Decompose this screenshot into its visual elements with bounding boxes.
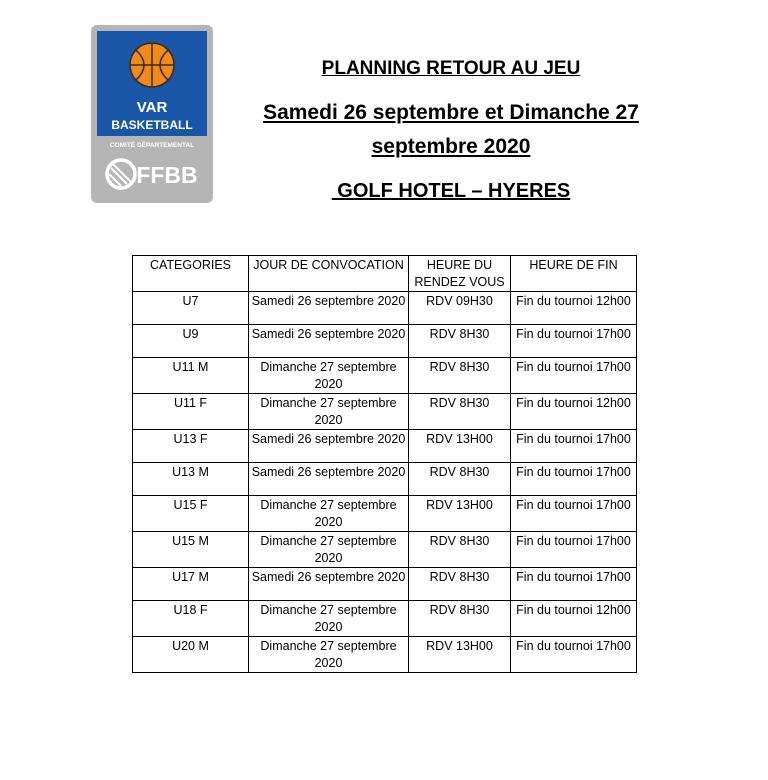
table-cell: Samedi 26 septembre 2020 (248, 567, 409, 601)
table-row: U11 F Dimanche 27 septembre 2020 RDV 8H30 F… (132, 393, 637, 430)
table-cell: U15 M (132, 531, 249, 568)
table-cell: U11 M (132, 357, 249, 394)
table-cell: RDV 8H30 (408, 567, 511, 601)
table-cell: Fin du tournoi 17h00 (510, 531, 637, 568)
subtitle-line: septembre 2020 (371, 135, 531, 158)
table-row: U15 F Dimanche 27 septembre 2020 RDV 13H00… (132, 495, 637, 532)
table-cell: Fin du tournoi 12h00 (510, 600, 637, 637)
table-cell: Fin du tournoi 12h00 (510, 291, 637, 325)
location: GOLF HOTEL – HYERES (331, 180, 571, 202)
table-cell: Fin du tournoi 17h00 (510, 567, 637, 601)
table-row: U17 M Samedi 26 septembre 2020 RDV 8H30 Fin… (132, 567, 637, 601)
table-cell: Dimanche 27 septembre 2020 (248, 495, 409, 532)
table-cell: U17 M (132, 567, 249, 601)
table-cell: RDV 13H00 (408, 495, 511, 532)
column-header: HEURE DE FIN (510, 255, 637, 292)
column-header: JOUR DE CONVOCATION (248, 255, 409, 292)
title-block: PLANNING RETOUR AU JEU Samedi 26 septemb… (240, 56, 662, 204)
table-cell: RDV 13H00 (408, 636, 511, 673)
logo-text: BASKETBALL (111, 118, 192, 132)
schedule-table: CATEGORIES JOUR DE CONVOCATION HEURE DU RE… (132, 255, 637, 673)
table-cell: U9 (132, 324, 249, 358)
table-row: U9 Samedi 26 septembre 2020 RDV 8H30 Fin du… (132, 324, 637, 358)
table-cell: Fin du tournoi 17h00 (510, 357, 637, 394)
table-cell: Fin du tournoi 17h00 (510, 462, 637, 496)
table-cell: U13 M (132, 462, 249, 496)
table-cell: Samedi 26 septembre 2020 (248, 429, 409, 463)
table-cell: RDV 8H30 (408, 600, 511, 637)
table-row: U15 M Dimanche 27 septembre 2020 RDV 8H30 F… (132, 531, 637, 568)
table-cell: U18 F (132, 600, 249, 637)
table-row: U7 Samedi 26 septembre 2020 RDV 09H30 Fin d… (132, 291, 637, 325)
table-cell: U7 (132, 291, 249, 325)
table-row: U20 M Dimanche 27 septembre 2020 RDV 13H00… (132, 636, 637, 673)
table-cell: Dimanche 27 septembre 2020 (248, 357, 409, 394)
table-cell: Samedi 26 septembre 2020 (248, 291, 409, 325)
table-cell: RDV 8H30 (408, 462, 511, 496)
subtitle: Samedi 26 septembre et Dimanche 27 septe… (240, 96, 662, 164)
table-cell: Samedi 26 septembre 2020 (248, 324, 409, 358)
table-cell: Fin du tournoi 17h00 (510, 324, 637, 358)
column-header: HEURE DU RENDEZ VOUS (408, 255, 511, 292)
column-header: CATEGORIES (132, 255, 249, 292)
table-header-row: CATEGORIES JOUR DE CONVOCATION HEURE DU RE… (132, 255, 637, 292)
table-cell: RDV 8H30 (408, 393, 511, 430)
page-title: PLANNING RETOUR AU JEU (321, 58, 581, 79)
table-cell: Fin du tournoi 17h00 (510, 636, 637, 673)
logo-text: COMITÉ DÉPARTEMENTAL (110, 140, 194, 149)
var-basketball-logo: VAR BASKETBALL COMITÉ DÉPARTEMENTAL FFBB (91, 25, 213, 203)
table-cell: Fin du tournoi 17h00 (510, 495, 637, 532)
table-cell: Dimanche 27 septembre 2020 (248, 531, 409, 568)
table-cell: Dimanche 27 septembre 2020 (248, 636, 409, 673)
logo-text: VAR (137, 99, 168, 116)
table-row: U18 F Dimanche 27 septembre 2020 RDV 8H30 F… (132, 600, 637, 637)
table-cell: RDV 09H30 (408, 291, 511, 325)
table-cell: Dimanche 27 septembre 2020 (248, 393, 409, 430)
table-cell: Samedi 26 septembre 2020 (248, 462, 409, 496)
table-cell: Fin du tournoi 12h00 (510, 393, 637, 430)
table-cell: Dimanche 27 septembre 2020 (248, 600, 409, 637)
table-cell: U20 M (132, 636, 249, 673)
table-cell: RDV 8H30 (408, 531, 511, 568)
table-cell: RDV 8H30 (408, 324, 511, 358)
table-cell: RDV 8H30 (408, 357, 511, 394)
table-cell: U13 F (132, 429, 249, 463)
table-cell: U11 F (132, 393, 249, 430)
table-cell: U15 F (132, 495, 249, 532)
table-cell: Fin du tournoi 17h00 (510, 429, 637, 463)
table-cell: RDV 13H00 (408, 429, 511, 463)
table-row: U13 F Samedi 26 septembre 2020 RDV 13H00 Fi… (132, 429, 637, 463)
logo-text: FFBB (136, 162, 197, 188)
table-row: U11 M Dimanche 27 septembre 2020 RDV 8H30 F… (132, 357, 637, 394)
table-row: U13 M Samedi 26 septembre 2020 RDV 8H30 Fin… (132, 462, 637, 496)
subtitle-line: Samedi 26 septembre et Dimanche 27 (263, 101, 639, 124)
